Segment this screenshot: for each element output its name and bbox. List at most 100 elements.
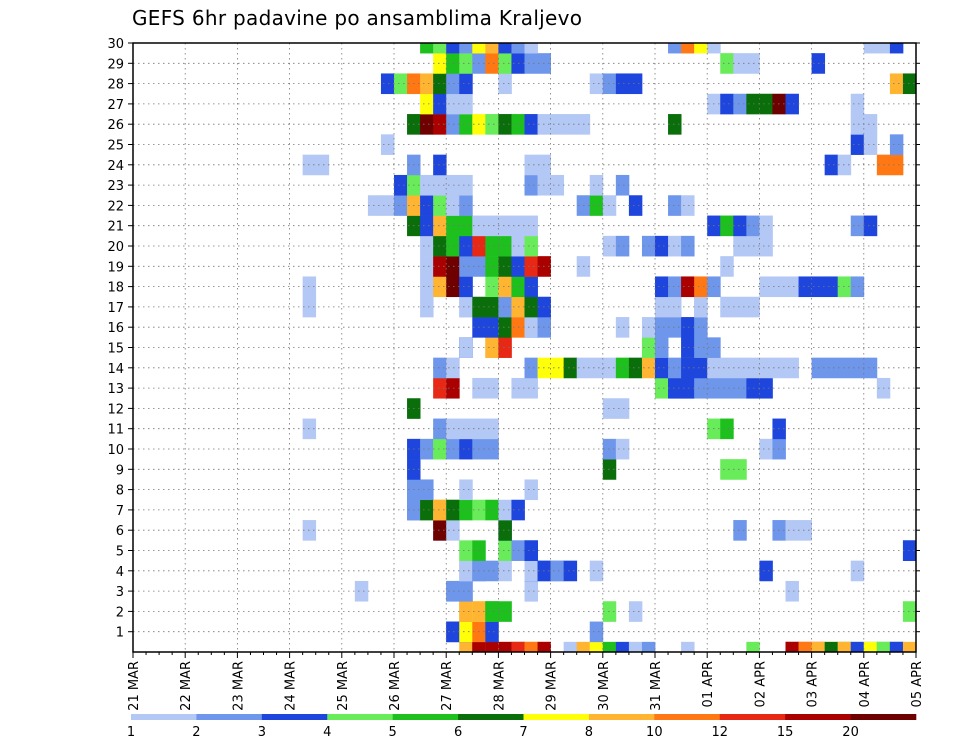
precip-cell [446,73,460,95]
precip-cell [498,73,512,95]
precip-cell [433,520,447,541]
y-tick-label: 22 [107,199,124,214]
precip-cell [889,641,904,653]
x-tick-label: 31 MAR [649,661,664,711]
precip-cell [459,215,473,237]
precip-cell [433,438,447,460]
precip-cell [459,560,473,582]
precip-cell [720,459,734,480]
precip-cell [485,438,499,460]
precip-cell [668,43,682,54]
precip-cell [420,114,434,135]
precip-cell [498,499,512,521]
legend-swatch [392,714,459,720]
precip-cell [433,235,447,257]
y-tick-label: 3 [116,585,124,600]
precip-cell [589,73,604,95]
precip-cell [628,357,643,379]
precip-cell [850,215,865,237]
precip-cell [446,53,460,74]
precip-cell [420,276,434,298]
precip-cell [759,235,773,257]
precip-cell [459,53,473,74]
legend-swatch [261,714,328,720]
precip-cell [537,641,551,653]
precip-cell [485,276,499,298]
legend-label: 15 [777,725,794,740]
y-tick-label: 7 [116,504,124,519]
precip-cell [498,317,512,338]
precip-cell [459,621,473,643]
precip-cell [681,641,695,653]
precip-cell [459,195,473,216]
precip-cell [628,601,643,622]
precip-cell [681,43,695,54]
precip-cell [902,540,917,561]
precip-cell [433,499,447,521]
y-tick-label: 17 [107,301,124,316]
precip-cell [459,540,473,561]
legend-swatch [719,714,786,720]
precip-cell [902,73,917,95]
precip-cell [655,235,669,257]
precip-cell [681,317,695,338]
y-tick-label: 25 [107,139,124,154]
precip-cell [615,438,630,460]
precip-cell [446,418,460,440]
precip-cell [446,174,460,196]
precip-cell [602,641,617,653]
precip-cell [863,114,878,135]
precip-cell [602,438,617,460]
precip-cell [733,357,747,379]
precip-cell [420,43,434,54]
precip-cell [433,195,447,216]
precip-cell [759,560,773,582]
precip-cell [420,93,434,115]
y-tick-label: 5 [116,545,124,560]
precip-cell [694,276,708,298]
precip-cell [681,195,695,216]
precip-cell [602,195,617,216]
precip-cell [446,377,460,399]
precip-cell [433,256,447,277]
precip-cell [576,641,591,653]
y-tick-label: 20 [107,240,124,255]
legend-label: 1 [127,725,135,740]
precip-cell [485,418,499,440]
precip-cell [446,256,460,277]
y-tick-label: 12 [107,402,124,417]
precip-cell [485,621,499,643]
y-tick-label: 26 [107,118,124,133]
precip-cell [433,276,447,298]
precip-cell [511,43,525,54]
legend-swatch [327,714,393,720]
precip-cell [380,195,395,216]
precip-cell [433,43,447,54]
precip-cell [446,235,460,257]
precip-cell [367,195,382,216]
precip-cell [420,195,434,216]
precip-cell [824,357,839,379]
precip-cell [446,357,460,379]
precip-cell [863,641,878,653]
y-tick-label: 24 [107,159,124,174]
precip-cell [668,377,682,399]
precip-cell [759,438,773,460]
precip-cell [433,53,447,74]
precip-cell [459,174,473,196]
precip-cell [733,93,747,115]
precip-cell [863,215,878,237]
precip-cell [485,114,499,135]
x-tick-label: 27 MAR [440,661,455,711]
y-tick-label: 23 [107,179,124,194]
precip-cell [472,641,486,653]
precip-cell [394,195,408,216]
precip-cell [420,296,434,318]
precip-cell [459,296,473,318]
precip-cell [655,276,669,298]
precip-cell [889,73,904,95]
precip-cell [720,377,734,399]
precip-cell [720,93,734,115]
precip-cell [524,256,538,277]
precip-cell [655,377,669,399]
